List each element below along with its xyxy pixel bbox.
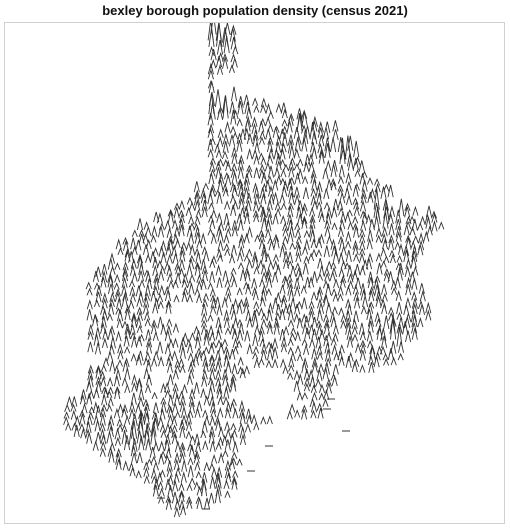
map-frame bbox=[4, 22, 505, 524]
spike-layer bbox=[63, 23, 445, 518]
spike-map bbox=[63, 23, 445, 518]
map-title: bexley borough population density (censu… bbox=[102, 3, 408, 18]
density-spikes bbox=[63, 23, 445, 518]
